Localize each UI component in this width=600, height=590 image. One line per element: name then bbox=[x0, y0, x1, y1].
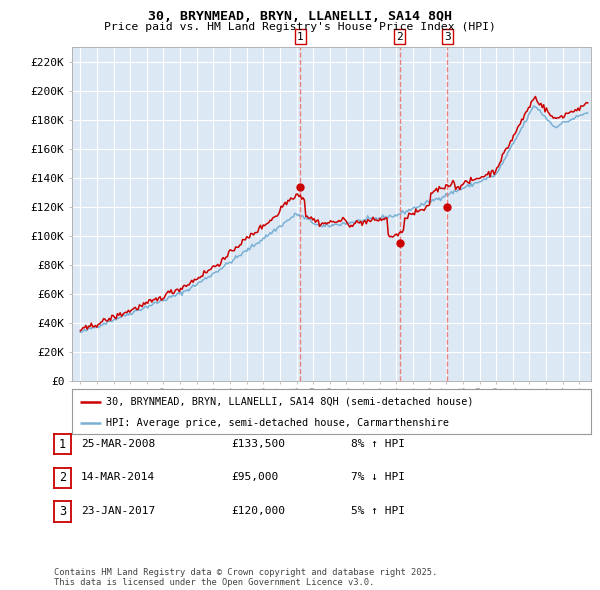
Text: 8% ↑ HPI: 8% ↑ HPI bbox=[351, 439, 405, 448]
Text: 30, BRYNMEAD, BRYN, LLANELLI, SA14 8QH: 30, BRYNMEAD, BRYN, LLANELLI, SA14 8QH bbox=[148, 10, 452, 23]
Text: 1: 1 bbox=[59, 438, 66, 451]
Text: £133,500: £133,500 bbox=[231, 439, 285, 448]
Text: £120,000: £120,000 bbox=[231, 506, 285, 516]
Text: 25-MAR-2008: 25-MAR-2008 bbox=[81, 439, 155, 448]
Text: 14-MAR-2014: 14-MAR-2014 bbox=[81, 473, 155, 482]
Text: 5% ↑ HPI: 5% ↑ HPI bbox=[351, 506, 405, 516]
Text: £95,000: £95,000 bbox=[231, 473, 278, 482]
Text: 3: 3 bbox=[444, 32, 451, 42]
Text: 23-JAN-2017: 23-JAN-2017 bbox=[81, 506, 155, 516]
Text: Contains HM Land Registry data © Crown copyright and database right 2025.
This d: Contains HM Land Registry data © Crown c… bbox=[54, 568, 437, 587]
Text: HPI: Average price, semi-detached house, Carmarthenshire: HPI: Average price, semi-detached house,… bbox=[106, 418, 449, 428]
Text: 7% ↓ HPI: 7% ↓ HPI bbox=[351, 473, 405, 482]
Text: 2: 2 bbox=[59, 471, 66, 484]
Text: 3: 3 bbox=[59, 505, 66, 518]
Text: 30, BRYNMEAD, BRYN, LLANELLI, SA14 8QH (semi-detached house): 30, BRYNMEAD, BRYN, LLANELLI, SA14 8QH (… bbox=[106, 397, 473, 407]
Text: 1: 1 bbox=[297, 32, 304, 42]
Text: Price paid vs. HM Land Registry's House Price Index (HPI): Price paid vs. HM Land Registry's House … bbox=[104, 22, 496, 32]
Text: 2: 2 bbox=[397, 32, 403, 42]
